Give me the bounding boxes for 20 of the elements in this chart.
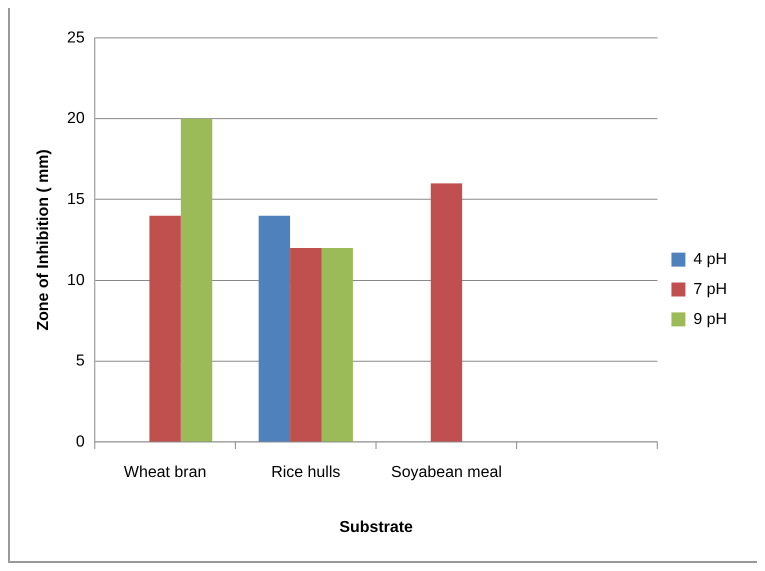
bar: [290, 248, 322, 442]
bar: [149, 216, 181, 442]
y-tick-label: 5: [76, 352, 85, 370]
y-axis-title: Zone of Inhibition ( mm): [34, 149, 52, 331]
y-tick-label: 25: [67, 29, 85, 46]
bar: [321, 248, 353, 442]
y-tick-label: 10: [67, 272, 85, 289]
bar: [430, 183, 462, 442]
x-tick-label: Wheat bran: [124, 464, 206, 481]
y-tick-label: 15: [67, 190, 85, 208]
bar: [180, 118, 212, 442]
x-tick-label: Rice hulls: [271, 464, 340, 481]
legend-label: 7 pH: [693, 280, 728, 298]
legend-label: 4 pH: [693, 250, 728, 268]
bar: [258, 216, 290, 442]
legend-label: 9 pH: [693, 310, 728, 328]
x-axis-title: Substrate: [339, 518, 414, 536]
y-tick-label: 20: [67, 110, 85, 128]
x-tick-label: Soyabean meal: [391, 464, 502, 481]
y-tick-label: 0: [76, 433, 85, 450]
